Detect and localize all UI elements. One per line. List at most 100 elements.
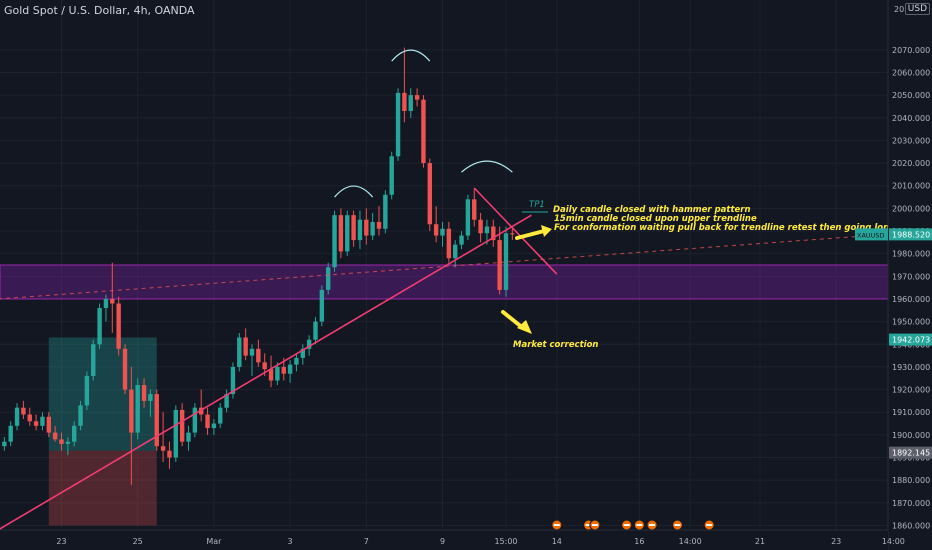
- candle-body: [21, 407, 26, 415]
- candle-body: [8, 425, 13, 442]
- candle-body: [78, 405, 83, 426]
- flag-stripe-icon: [636, 524, 643, 526]
- trendline[interactable]: [0, 214, 532, 530]
- zone-rect[interactable]: [0, 264, 889, 300]
- candle-body: [408, 95, 413, 111]
- price-label-box[interactable]: [889, 333, 932, 346]
- candle-body: [453, 244, 458, 259]
- candle-body: [306, 339, 312, 349]
- long-stop-area[interactable]: [48, 450, 157, 526]
- annotations[interactable]: TP1 Daily candle closed with hammer patte…: [501, 200, 932, 350]
- time-tick-label: 3: [288, 537, 293, 546]
- price-tick-label: 2030.000: [892, 136, 930, 145]
- price-tick-label: 1930.000: [892, 363, 930, 372]
- price-label-box[interactable]: [889, 446, 932, 459]
- candle-body: [84, 375, 90, 406]
- note-line-1[interactable]: Daily candle closed with hammer pattern: [553, 205, 751, 215]
- time-tick-label: 23: [56, 537, 66, 546]
- trendlines[interactable]: [0, 187, 932, 530]
- candle-body: [179, 409, 185, 442]
- candle-body: [287, 364, 293, 374]
- candle-body: [110, 298, 115, 304]
- candle-body: [345, 215, 350, 252]
- arrow-right-icon: [515, 229, 546, 240]
- price-axis[interactable]: 2070.000 2060.000 2050.000 2040.000 2030.000…: [855, 0, 932, 550]
- candle-body: [103, 298, 109, 309]
- flag-stripe-icon: [674, 524, 681, 526]
- price-label-box[interactable]: [889, 228, 932, 241]
- candle-body: [319, 289, 325, 322]
- arrow-down-head-icon: [517, 320, 532, 334]
- supply-demand-zone[interactable]: [0, 264, 889, 300]
- price-tick-label: 1960.000: [892, 295, 930, 304]
- candle-body: [326, 267, 331, 290]
- candle-body: [218, 407, 223, 424]
- candle-body: [503, 233, 509, 290]
- candle-body: [465, 199, 471, 236]
- dashed-trendline[interactable]: [0, 229, 932, 300]
- candle-body: [237, 337, 242, 367]
- candle-body: [148, 394, 153, 401]
- price-tick-label: 2010.000: [892, 182, 930, 191]
- candle-body: [122, 348, 128, 390]
- pattern-arc[interactable]: [391, 49, 431, 62]
- note-line-3[interactable]: For conformation waiting pull back for t…: [554, 223, 932, 233]
- candle-body: [402, 92, 407, 111]
- candle-body: [510, 233, 515, 235]
- candle-body: [116, 303, 121, 349]
- correction-label[interactable]: Market correction: [513, 340, 598, 350]
- candle-body: [135, 385, 140, 433]
- time-tick-label: 23: [831, 537, 841, 546]
- symbol-title: Gold Spot / U.S. Dollar, 4h, OANDA: [4, 4, 195, 17]
- candle-body: [395, 92, 401, 157]
- symbol-tag-text: XAUUSD: [857, 231, 885, 239]
- candle-body: [27, 414, 32, 422]
- price-tick-label: 2070.000: [892, 46, 930, 55]
- candle-body: [433, 224, 439, 236]
- time-tick-label: 9: [440, 537, 445, 546]
- currency-selector[interactable]: USD: [904, 3, 930, 15]
- candle-body: [72, 425, 77, 442]
- time-tick-label: Mar: [206, 537, 222, 546]
- candle-body: [414, 95, 420, 100]
- candle-body: [332, 215, 337, 268]
- flag-stripe-icon: [585, 524, 592, 526]
- long-position-tool[interactable]: [48, 337, 157, 526]
- time-tick-label: 14: [552, 537, 562, 546]
- candle-body: [383, 194, 388, 229]
- flag-stripe-icon: [706, 524, 713, 526]
- candle-body: [256, 348, 261, 363]
- candle-body: [376, 221, 382, 229]
- time-tick-label: 15:00: [494, 537, 517, 546]
- pattern-arc[interactable]: [461, 160, 513, 173]
- price-label-text: 1942.073: [892, 336, 930, 345]
- time-axis-bg: [0, 530, 888, 550]
- symbol-tag: [855, 228, 888, 241]
- candle-body: [65, 441, 71, 444]
- pattern-arc[interactable]: [334, 185, 374, 198]
- long-target-area[interactable]: [48, 337, 157, 451]
- candle-body: [173, 409, 178, 458]
- price-tick-label: 1910.000: [892, 408, 930, 417]
- candle-body: [262, 362, 267, 370]
- candle-body: [14, 407, 20, 426]
- pattern-arcs[interactable]: [334, 49, 513, 198]
- candle-body: [52, 432, 58, 440]
- candle-body: [186, 432, 191, 442]
- note-line-2[interactable]: 15min candle closed upon upper trendline: [554, 214, 757, 224]
- candle-body: [59, 439, 64, 444]
- price-tick-label: 2020.000: [892, 159, 930, 168]
- candle-body: [224, 394, 229, 408]
- candle-body: [40, 416, 45, 426]
- tp-label[interactable]: TP1: [529, 200, 545, 210]
- price-tick-label: 1880.000: [892, 476, 930, 485]
- price-tick-label: 1860.000: [892, 521, 930, 530]
- candle-body: [427, 163, 432, 225]
- candle-body: [154, 394, 159, 447]
- price-tick-label: 1920.000: [892, 386, 930, 395]
- arrow-down-icon: [501, 310, 525, 330]
- candle-body: [459, 235, 464, 245]
